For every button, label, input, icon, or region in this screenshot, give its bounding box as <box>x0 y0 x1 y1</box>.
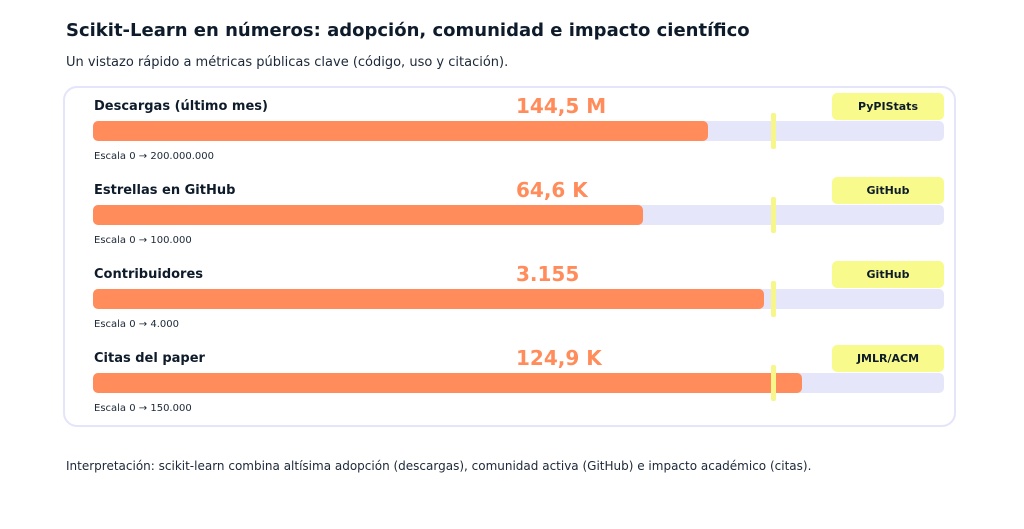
reference-marker <box>770 113 776 149</box>
metrics-card <box>63 86 956 427</box>
interpretation-footer: Interpretación: scikit-learn combina alt… <box>66 459 812 473</box>
reference-marker <box>770 365 776 401</box>
scale-label: Escala 0 → 4.000 <box>94 319 179 330</box>
source-badge: GitHub <box>832 177 944 204</box>
bar-fill <box>93 121 708 141</box>
bar-track <box>93 289 944 309</box>
bar-fill <box>93 289 765 309</box>
source-badge: JMLR/ACM <box>832 345 944 372</box>
metric-label: Estrellas en GitHub <box>94 183 236 198</box>
reference-marker <box>770 281 776 317</box>
source-badge: GitHub <box>832 261 944 288</box>
bar-fill <box>93 373 802 393</box>
metric-row: Citas del paper 124,9 K JMLR/ACM Escala 0 →… <box>0 342 1024 426</box>
bar-track <box>93 205 944 225</box>
reference-marker <box>770 197 776 233</box>
metric-label: Contribuidores <box>94 267 204 282</box>
metric-value-label: 64,6 K <box>516 178 588 202</box>
bar-track <box>93 121 944 141</box>
metric-row: Contribuidores 3.155 GitHub Escala 0 → 4.00… <box>0 258 1024 342</box>
metric-label: Descargas (último mes) <box>94 99 268 114</box>
metric-row: Estrellas en GitHub 64,6 K GitHub Escala 0 … <box>0 174 1024 258</box>
bar-fill <box>93 205 643 225</box>
metric-value-label: 3.155 <box>516 262 580 286</box>
chart-title: Scikit-Learn en números: adopción, comun… <box>66 20 750 41</box>
bar-track <box>93 373 944 393</box>
metric-value-label: 124,9 K <box>516 346 602 370</box>
scale-label: Escala 0 → 100.000 <box>94 235 192 246</box>
source-badge: PyPIStats <box>832 93 944 120</box>
metric-value-label: 144,5 M <box>516 94 607 118</box>
scale-label: Escala 0 → 200.000.000 <box>94 151 214 162</box>
chart-subtitle: Un vistazo rápido a métricas públicas cl… <box>66 55 509 70</box>
metric-label: Citas del paper <box>94 351 205 366</box>
scale-label: Escala 0 → 150.000 <box>94 403 192 414</box>
metric-row: Descargas (último mes) 144,5 M PyPIStats Es… <box>0 90 1024 174</box>
